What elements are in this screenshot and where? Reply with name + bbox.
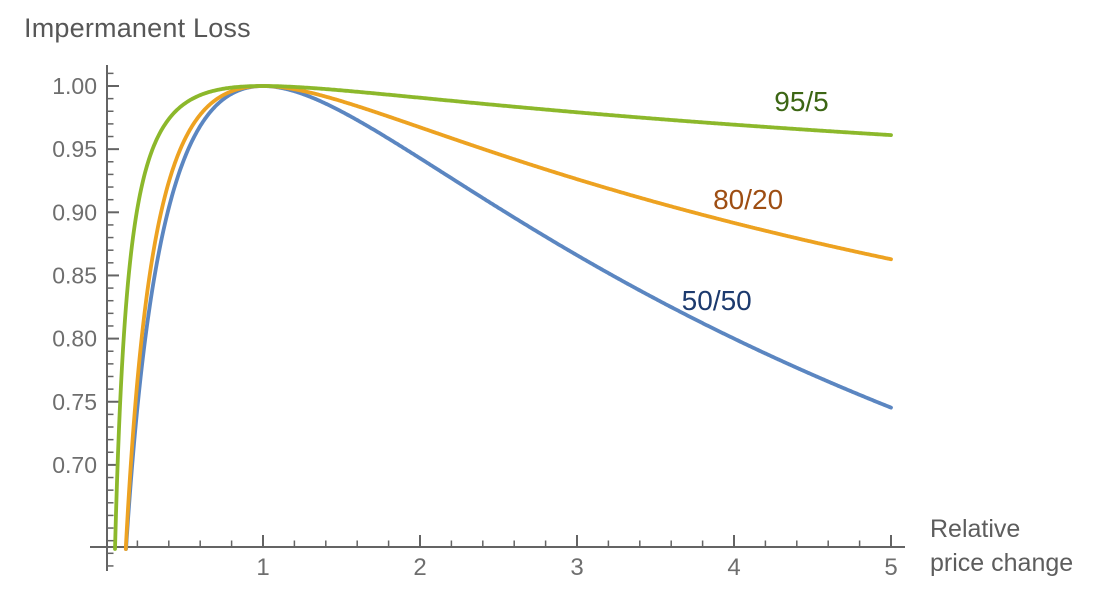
y-tick-label: 1.00 bbox=[52, 73, 97, 99]
series-label-50-50: 50/50 bbox=[681, 284, 752, 316]
y-tick-label: 0.95 bbox=[52, 136, 97, 162]
y-tick-label: 0.90 bbox=[52, 199, 97, 225]
chart-title: Impermanent Loss bbox=[24, 13, 251, 43]
x-tick-label: 3 bbox=[570, 554, 583, 581]
x-tick-label: 1 bbox=[256, 554, 269, 581]
series-label-80-20: 80/20 bbox=[713, 183, 784, 215]
curve-80-20 bbox=[123, 84, 893, 551]
x-axis-title-line2: price change bbox=[930, 549, 1074, 577]
y-tick-label: 0.70 bbox=[52, 452, 97, 478]
y-tick-label: 0.75 bbox=[52, 389, 97, 415]
x-tick-label: 4 bbox=[727, 554, 740, 581]
x-axis-title-line1: Relative bbox=[930, 515, 1021, 543]
y-tick-label: 0.85 bbox=[52, 262, 97, 288]
series-label-95-5: 95/5 bbox=[774, 86, 829, 118]
x-tick-label: 5 bbox=[884, 554, 897, 581]
x-axis-title: Relative price change bbox=[930, 512, 1073, 580]
x-tick-label: 2 bbox=[413, 554, 426, 581]
curve-95-5 bbox=[113, 84, 893, 551]
y-tick-label: 0.80 bbox=[52, 326, 97, 352]
